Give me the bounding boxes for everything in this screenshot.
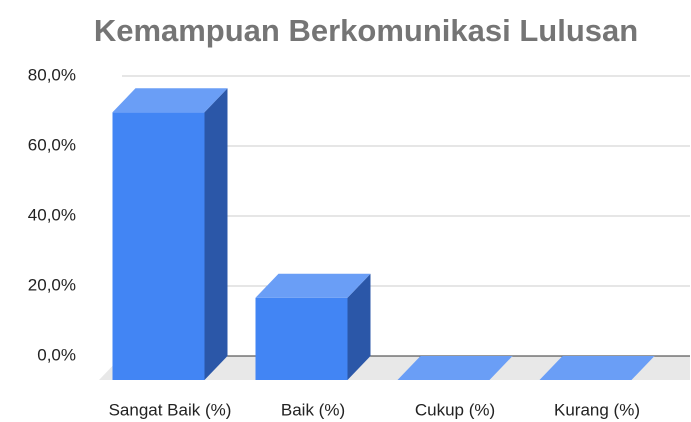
bar: [539, 356, 655, 380]
bar-side: [204, 88, 228, 380]
bar: [397, 356, 513, 380]
x-tick-label: Kurang (%): [554, 400, 640, 419]
y-tick-label: 80,0%: [28, 65, 76, 84]
bar-top: [397, 356, 513, 380]
x-tick-label: Sangat Baik (%): [109, 400, 232, 419]
x-tick-label: Cukup (%): [415, 400, 495, 419]
bar: [112, 88, 228, 380]
bar-side: [347, 273, 371, 380]
bar: [255, 273, 371, 380]
y-tick-label: 60,0%: [28, 135, 76, 154]
x-tick-label: Baik (%): [281, 400, 345, 419]
chart-title: Kemampuan Berkomunikasi Lulusan: [94, 13, 638, 48]
floor: [99, 356, 690, 380]
bar-top: [255, 273, 371, 298]
y-tick-label: 40,0%: [28, 205, 76, 224]
bar-front: [112, 112, 205, 380]
bar-top: [112, 88, 228, 113]
y-tick-label: 20,0%: [28, 275, 76, 294]
y-tick-label: 0,0%: [37, 345, 76, 364]
bar-top: [539, 356, 655, 380]
bar-front: [255, 297, 348, 380]
